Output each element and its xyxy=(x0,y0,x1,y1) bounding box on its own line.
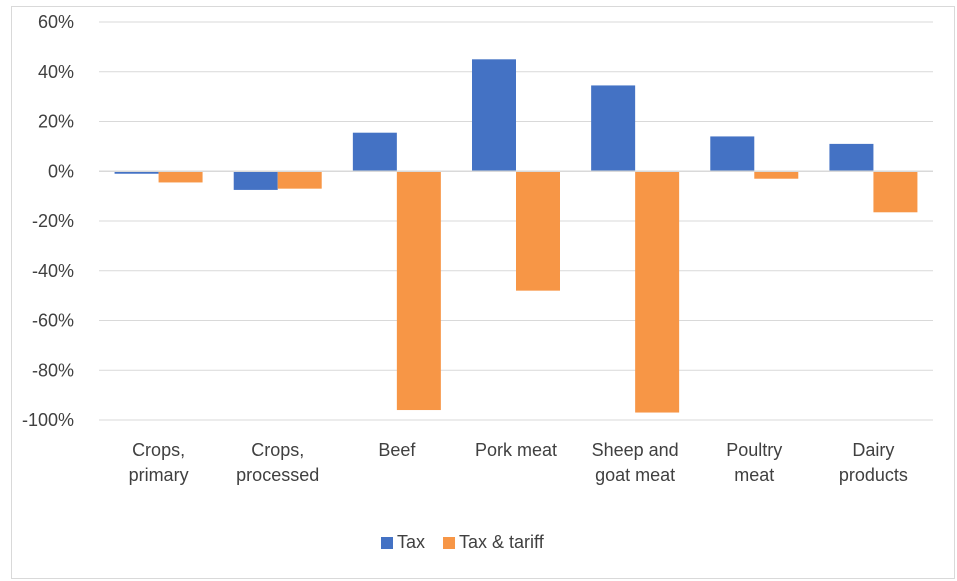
x-category-label: Dairy products xyxy=(839,440,908,485)
y-axis-ticks: -100% -80% -60% -40% -20% 0% 20% 40% 60% xyxy=(22,12,74,430)
bar-tax xyxy=(710,136,755,172)
y-tick-label: -80% xyxy=(32,360,74,380)
bars xyxy=(114,59,918,413)
x-axis-categories: Crops, primary Crops, processed Beef Pork mea… xyxy=(129,440,908,485)
bar-tax-and-tariff xyxy=(158,171,203,183)
legend-swatch xyxy=(443,537,456,549)
bar-tax xyxy=(233,171,278,190)
bar-tax-and-tariff xyxy=(277,171,322,189)
y-tick-label: -60% xyxy=(32,311,74,331)
bar-tax-and-tariff xyxy=(516,171,560,291)
legend-label: Tax & tariff xyxy=(459,532,545,552)
bar-tax xyxy=(352,132,397,172)
legend-label: Tax xyxy=(397,532,425,552)
x-category-label: Beef xyxy=(378,440,416,460)
legend: Tax Tax & tariff xyxy=(381,532,545,552)
x-category-label: Crops, processed xyxy=(236,440,319,485)
bar-tax-and-tariff xyxy=(396,171,441,411)
y-tick-label: -100% xyxy=(22,410,74,430)
bar-tax-and-tariff xyxy=(754,171,799,179)
y-tick-label: -20% xyxy=(32,211,74,231)
legend-item-tax-and-tariff: Tax & tariff xyxy=(443,532,545,552)
y-tick-label: 40% xyxy=(38,62,74,82)
bar-tax-and-tariff xyxy=(635,171,680,413)
y-tick-label: -40% xyxy=(32,261,74,281)
bar-tax xyxy=(591,85,636,172)
x-category-label: Pork meat xyxy=(475,440,557,460)
bar-tax xyxy=(829,143,874,172)
y-tick-label: 60% xyxy=(38,12,74,32)
bar-tax xyxy=(114,171,159,174)
x-category-label: Poultry meat xyxy=(726,440,782,485)
bar-tax xyxy=(472,59,516,172)
legend-swatch xyxy=(381,537,393,549)
x-category-label: Crops, primary xyxy=(129,440,189,485)
y-tick-label: 0% xyxy=(48,161,74,181)
bar-tax-and-tariff xyxy=(873,171,918,213)
legend-item-tax: Tax xyxy=(381,532,425,552)
x-category-label: Sheep and goat meat xyxy=(592,440,679,485)
y-tick-label: 20% xyxy=(38,112,74,132)
